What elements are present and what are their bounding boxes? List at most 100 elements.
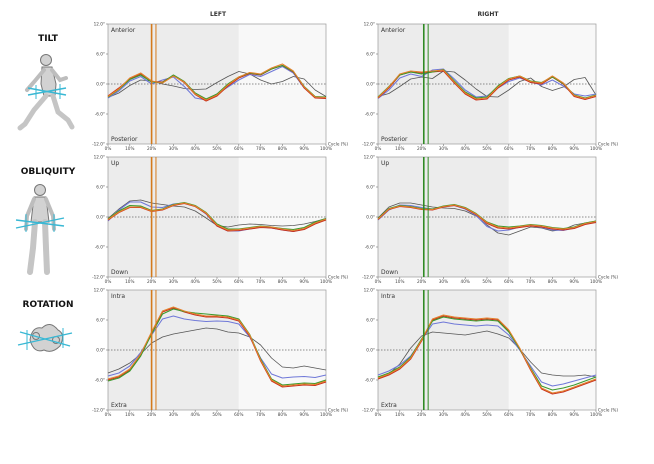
x-axis-label: Cycle (%) [598, 408, 618, 413]
x-tick-label: 100% [320, 279, 332, 284]
x-tick-label: 70% [526, 146, 535, 151]
x-tick-label: 10% [395, 146, 404, 151]
x-tick-label: 30% [169, 146, 178, 151]
x-tick-label: 70% [256, 412, 265, 417]
x-tick-label: 100% [590, 279, 602, 284]
x-tick-label: 40% [191, 412, 200, 417]
x-tick-label: 0% [375, 412, 382, 417]
y-tick-label: 0.0° [96, 348, 105, 353]
x-tick-label: 80% [548, 146, 557, 151]
pelvis-top-view-icon [17, 324, 73, 352]
x-tick-label: 20% [417, 412, 426, 417]
x-tick-label: 10% [125, 279, 134, 284]
y-tick-label: 12.0° [94, 155, 105, 160]
standing-figure-icon [15, 184, 65, 275]
x-tick-label: 60% [234, 279, 243, 284]
x-tick-label: 50% [482, 146, 491, 151]
annotation-top: Up [111, 160, 119, 167]
x-tick-label: 100% [590, 146, 602, 151]
y-tick-label: 6.0° [96, 318, 105, 323]
column-header-left: LEFT [210, 11, 227, 18]
x-axis-label: Cycle (%) [328, 142, 348, 147]
x-tick-label: 90% [570, 412, 579, 417]
y-tick-label: 6.0° [96, 52, 105, 57]
x-tick-label: 10% [125, 146, 134, 151]
column-header-right: RIGHT [478, 11, 500, 18]
y-tick-label: -12.0° [92, 275, 105, 280]
row-title-tilt: TILT [38, 34, 59, 44]
series-line-orange [377, 69, 597, 100]
x-tick-label: 60% [504, 412, 513, 417]
y-tick-label: 12.0° [94, 22, 105, 27]
panel-obliquity-right: 12.0° 6.0° 0.0° -6.0° -12.0°0% 10% 20% 30% 40% 50… [362, 155, 618, 285]
y-tick-label: 12.0° [364, 155, 375, 160]
y-tick-label: 0.0° [366, 82, 375, 87]
y-tick-label: 0.0° [96, 82, 105, 87]
x-tick-label: 50% [482, 279, 491, 284]
y-tick-label: -12.0° [92, 408, 105, 413]
x-tick-label: 60% [234, 146, 243, 151]
x-tick-label: 20% [417, 279, 426, 284]
x-tick-label: 90% [570, 146, 579, 151]
y-tick-label: 6.0° [366, 318, 375, 323]
y-tick-label: -12.0° [362, 408, 375, 413]
x-tick-label: 20% [147, 279, 156, 284]
x-tick-label: 20% [417, 146, 426, 151]
x-axis-label: Cycle (%) [598, 142, 618, 147]
annotation-bottom: Posterior [381, 136, 408, 143]
x-tick-label: 20% [147, 412, 156, 417]
series-line-orange [107, 202, 327, 232]
series-line-orange [377, 204, 597, 230]
y-tick-label: 12.0° [364, 22, 375, 27]
y-tick-label: -6.0° [95, 245, 105, 250]
annotation-bottom: Posterior [111, 136, 138, 143]
y-tick-label: 0.0° [96, 215, 105, 220]
x-tick-label: 0% [105, 412, 112, 417]
y-tick-label: -12.0° [92, 142, 105, 147]
x-tick-label: 80% [548, 279, 557, 284]
y-tick-label: -6.0° [365, 378, 375, 383]
x-tick-label: 40% [191, 279, 200, 284]
x-tick-label: 0% [105, 146, 112, 151]
y-tick-label: 6.0° [96, 185, 105, 190]
x-tick-label: 70% [256, 146, 265, 151]
series-line-green [377, 68, 597, 99]
x-tick-label: 30% [439, 279, 448, 284]
series-line-gray [107, 327, 327, 374]
annotation-top: Up [381, 160, 389, 167]
panel-rotation-right: 12.0° 6.0° 0.0° -6.0° -12.0°0% 10% 20% 30% 40% 50… [362, 288, 618, 418]
x-axis-label: Cycle (%) [328, 275, 348, 280]
x-tick-label: 10% [395, 279, 404, 284]
x-tick-label: 100% [320, 412, 332, 417]
x-tick-label: 0% [375, 279, 382, 284]
y-tick-label: -6.0° [95, 112, 105, 117]
x-tick-label: 60% [234, 412, 243, 417]
series-line-orange [107, 306, 327, 387]
annotation-bottom: Extra [381, 402, 397, 409]
y-tick-label: 12.0° [364, 288, 375, 293]
x-tick-label: 50% [212, 412, 221, 417]
row-title-rotation: ROTATION [23, 300, 74, 310]
x-tick-label: 50% [212, 146, 221, 151]
x-tick-label: 70% [256, 279, 265, 284]
x-tick-label: 40% [191, 146, 200, 151]
x-tick-label: 10% [125, 412, 134, 417]
plots-layer: 12.0°6.0°0.0°-6.0°-12.0°0% 10% 20% 30% 40% 50… [92, 22, 618, 418]
x-axis-label: Cycle (%) [328, 408, 348, 413]
x-tick-label: 60% [504, 146, 513, 151]
x-tick-label: 30% [439, 412, 448, 417]
y-tick-label: 0.0° [366, 348, 375, 353]
x-tick-label: 30% [169, 412, 178, 417]
y-tick-label: -6.0° [95, 378, 105, 383]
x-tick-label: 70% [526, 412, 535, 417]
x-tick-label: 70% [526, 279, 535, 284]
panel-tilt-left: 12.0° 6.0° 0.0° -6.0° -12.0°0% 10% 20% 30% 40% 50… [92, 22, 348, 152]
series-line-orange [377, 314, 597, 394]
x-tick-label: 80% [278, 279, 287, 284]
annotation-top: Anterior [381, 27, 406, 34]
x-tick-label: 90% [300, 146, 309, 151]
x-axis-label: Cycle (%) [598, 275, 618, 280]
x-tick-label: 80% [278, 146, 287, 151]
series-line-orange [107, 63, 327, 101]
